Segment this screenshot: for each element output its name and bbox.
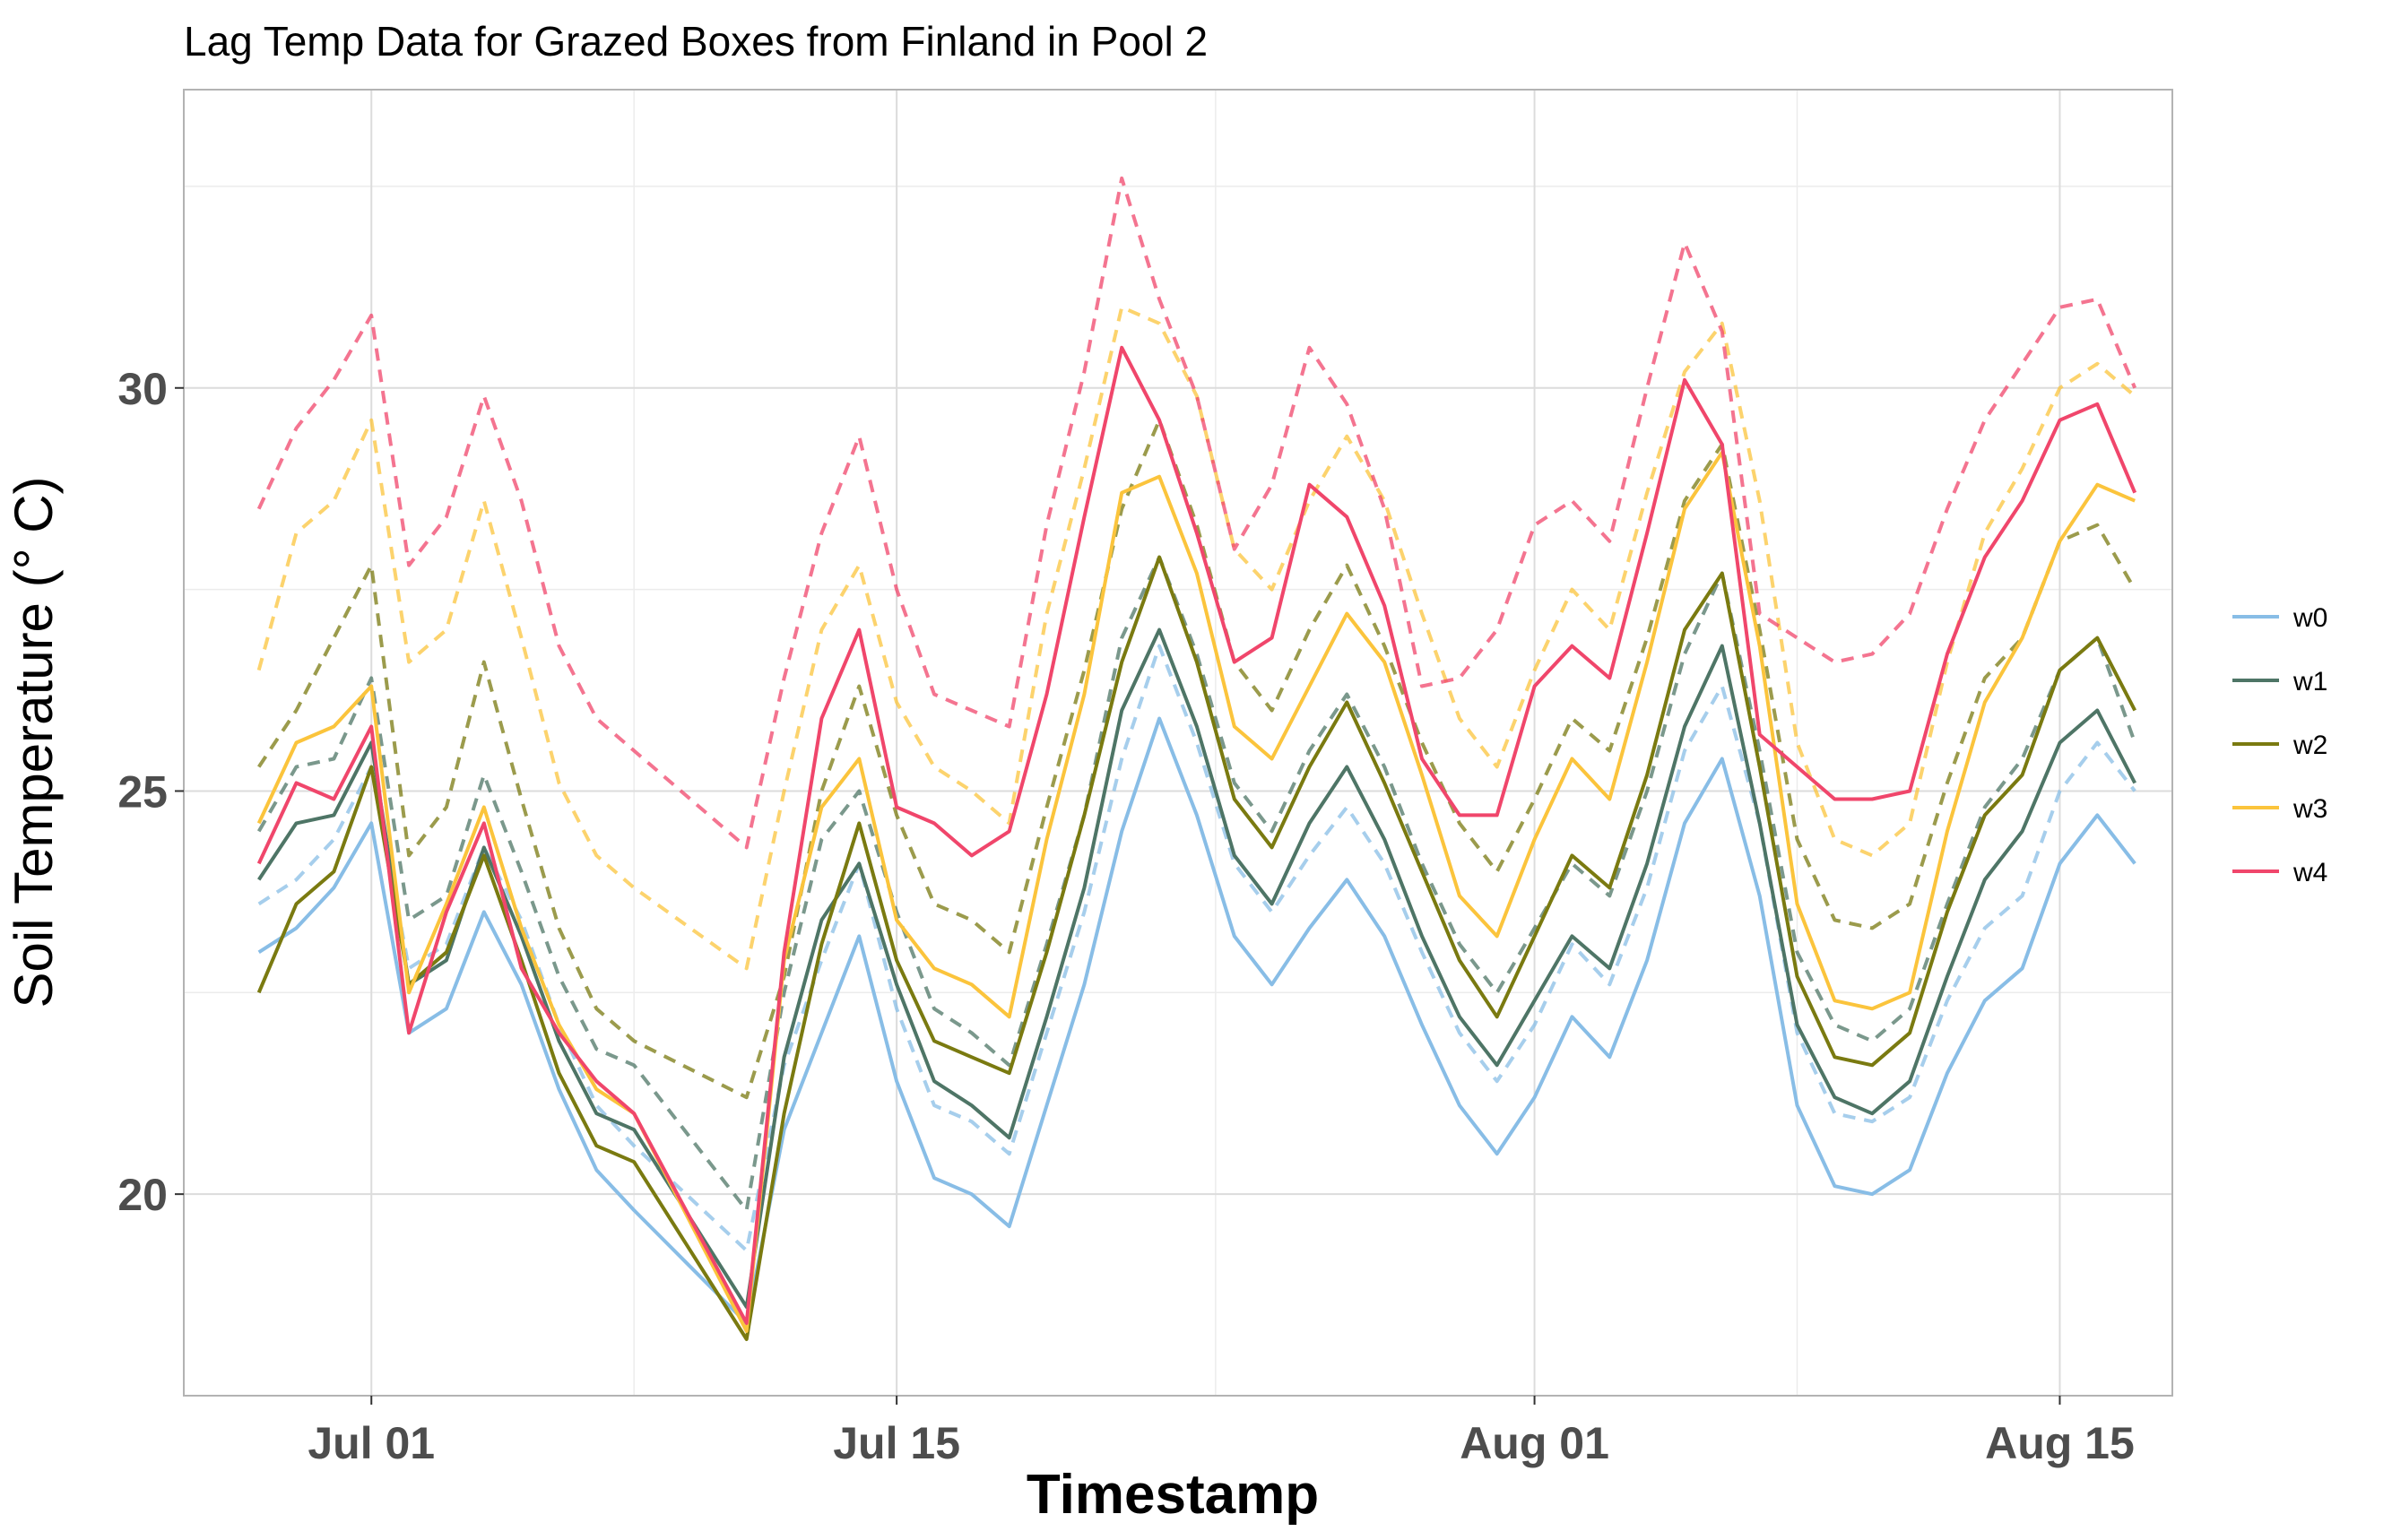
y-axis-ticks: 20 25 30 (117, 364, 184, 1220)
series-line-w1-upper (256, 555, 2137, 1213)
y-tick-label: 20 (117, 1170, 168, 1220)
legend-label-w2: w2 (2292, 731, 2327, 760)
grid-layer (184, 90, 2172, 1396)
legend-label-w4: w4 (2292, 858, 2327, 887)
series-line-w2 (256, 555, 2136, 1341)
legend-label-w3: w3 (2292, 794, 2327, 824)
legend: w0 w1 w2 w3 w4 (2232, 603, 2327, 887)
x-axis-ticks: Jul 01 Jul 15 Aug 01 Aug 15 (308, 1396, 2135, 1468)
y-tick-label: 25 (117, 766, 168, 817)
plot-panel-border (183, 89, 2173, 1397)
series-line-w4 (256, 345, 2137, 1326)
y-axis-label: Soil Temperature (° C) (4, 476, 64, 1008)
x-tick-label: Aug 01 (1460, 1418, 1609, 1468)
x-tick-label: Aug 15 (1985, 1418, 2135, 1468)
series-line-w0 (257, 716, 2136, 1326)
series-layer (256, 176, 2137, 1341)
y-tick-label: 30 (117, 364, 168, 414)
x-axis-label: Timestamp (1027, 1464, 1319, 1526)
series-line-w2-upper (257, 418, 2136, 1100)
series-line-w4-upper (256, 176, 2137, 850)
x-tick-label: Jul 01 (308, 1418, 435, 1468)
chart-title: Lag Temp Data for Grazed Boxes from Finl… (184, 18, 1208, 65)
x-tick-label: Jul 15 (833, 1418, 960, 1468)
legend-label-w1: w1 (2292, 667, 2327, 696)
series-line-w0-upper (257, 644, 2136, 1253)
series-line-w3 (256, 450, 2136, 1333)
legend-label-w0: w0 (2292, 603, 2327, 633)
series-line-w1 (257, 627, 2136, 1310)
series-line-w3-upper (256, 305, 2136, 971)
